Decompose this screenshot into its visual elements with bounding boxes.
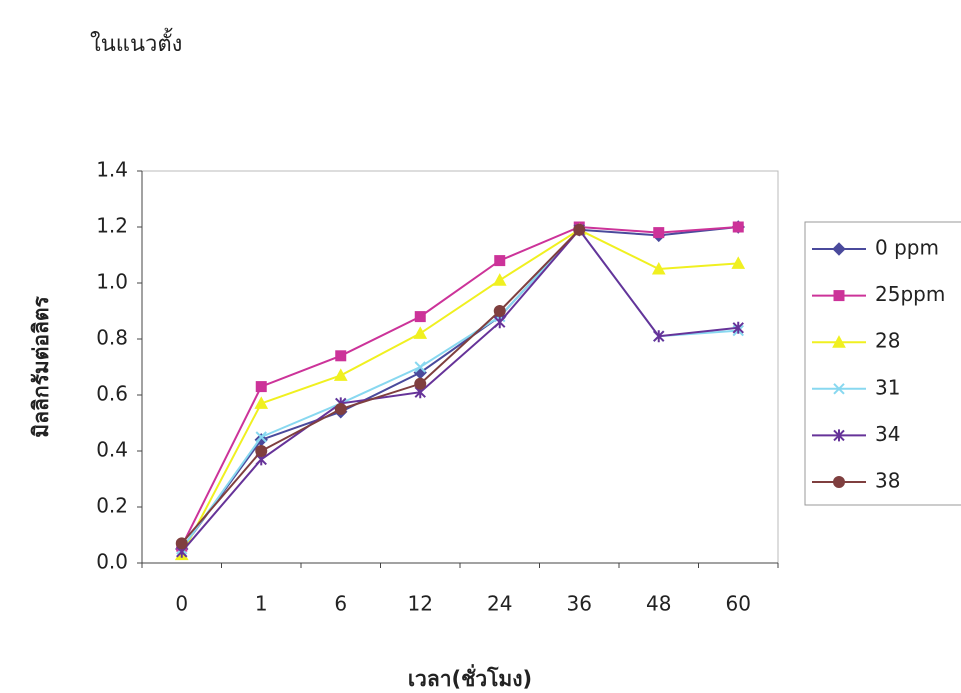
marker (336, 351, 346, 361)
plot-area (142, 171, 778, 563)
y-tick-label: 0.2 (96, 494, 128, 518)
x-tick-label: 0 (175, 592, 188, 616)
marker (415, 312, 425, 322)
series-line (182, 230, 580, 544)
y-tick-label: 0.0 (96, 550, 128, 574)
legend-box (805, 222, 961, 505)
y-tick-label: 0.8 (96, 326, 128, 350)
x-tick-label: 6 (334, 592, 347, 616)
y-tick-label: 1.0 (96, 270, 128, 294)
series-line (182, 230, 739, 555)
x-axis-title: เวลา(ชั่วโมง) (408, 663, 532, 691)
x-tick-label: 12 (408, 592, 433, 616)
chart-title: ในแนวตั้ง (90, 28, 182, 57)
legend-label: 38 (875, 469, 900, 493)
marker (494, 306, 505, 317)
page: {"chart_data": {"type": "line", "title":… (0, 0, 961, 693)
x-tick-label: 24 (487, 592, 512, 616)
marker (335, 404, 346, 415)
x-tick-label: 60 (726, 592, 751, 616)
marker (495, 256, 505, 266)
marker (494, 274, 506, 285)
legend-label: 25ppm (875, 282, 945, 306)
y-tick-label: 1.4 (96, 158, 128, 182)
marker (415, 378, 426, 389)
legend-label: 34 (875, 422, 900, 446)
marker (414, 327, 426, 338)
marker (256, 382, 266, 392)
legend-label: 28 (875, 329, 900, 353)
x-tick-label: 36 (567, 592, 592, 616)
y-axis-title: มิลลิกรัมต่อลิตร (29, 296, 53, 438)
marker (834, 291, 844, 301)
x-tick-label: 48 (646, 592, 671, 616)
marker (176, 538, 187, 549)
legend-label: 31 (875, 375, 900, 399)
marker (574, 224, 585, 235)
chart: ในแนวตั้ง เวลา(ชั่วโมง) มิลลิกรัมต่อลิตร… (0, 0, 961, 693)
marker (256, 446, 267, 457)
y-tick-label: 0.6 (96, 382, 128, 406)
y-tick-label: 1.2 (96, 214, 128, 238)
x-tick-label: 1 (255, 592, 268, 616)
legend-label: 0 ppm (875, 236, 939, 260)
marker (495, 316, 505, 328)
y-tick-label: 0.4 (96, 438, 128, 462)
marker (733, 222, 743, 232)
marker (834, 477, 845, 488)
marker (654, 228, 664, 238)
marker (335, 369, 347, 380)
